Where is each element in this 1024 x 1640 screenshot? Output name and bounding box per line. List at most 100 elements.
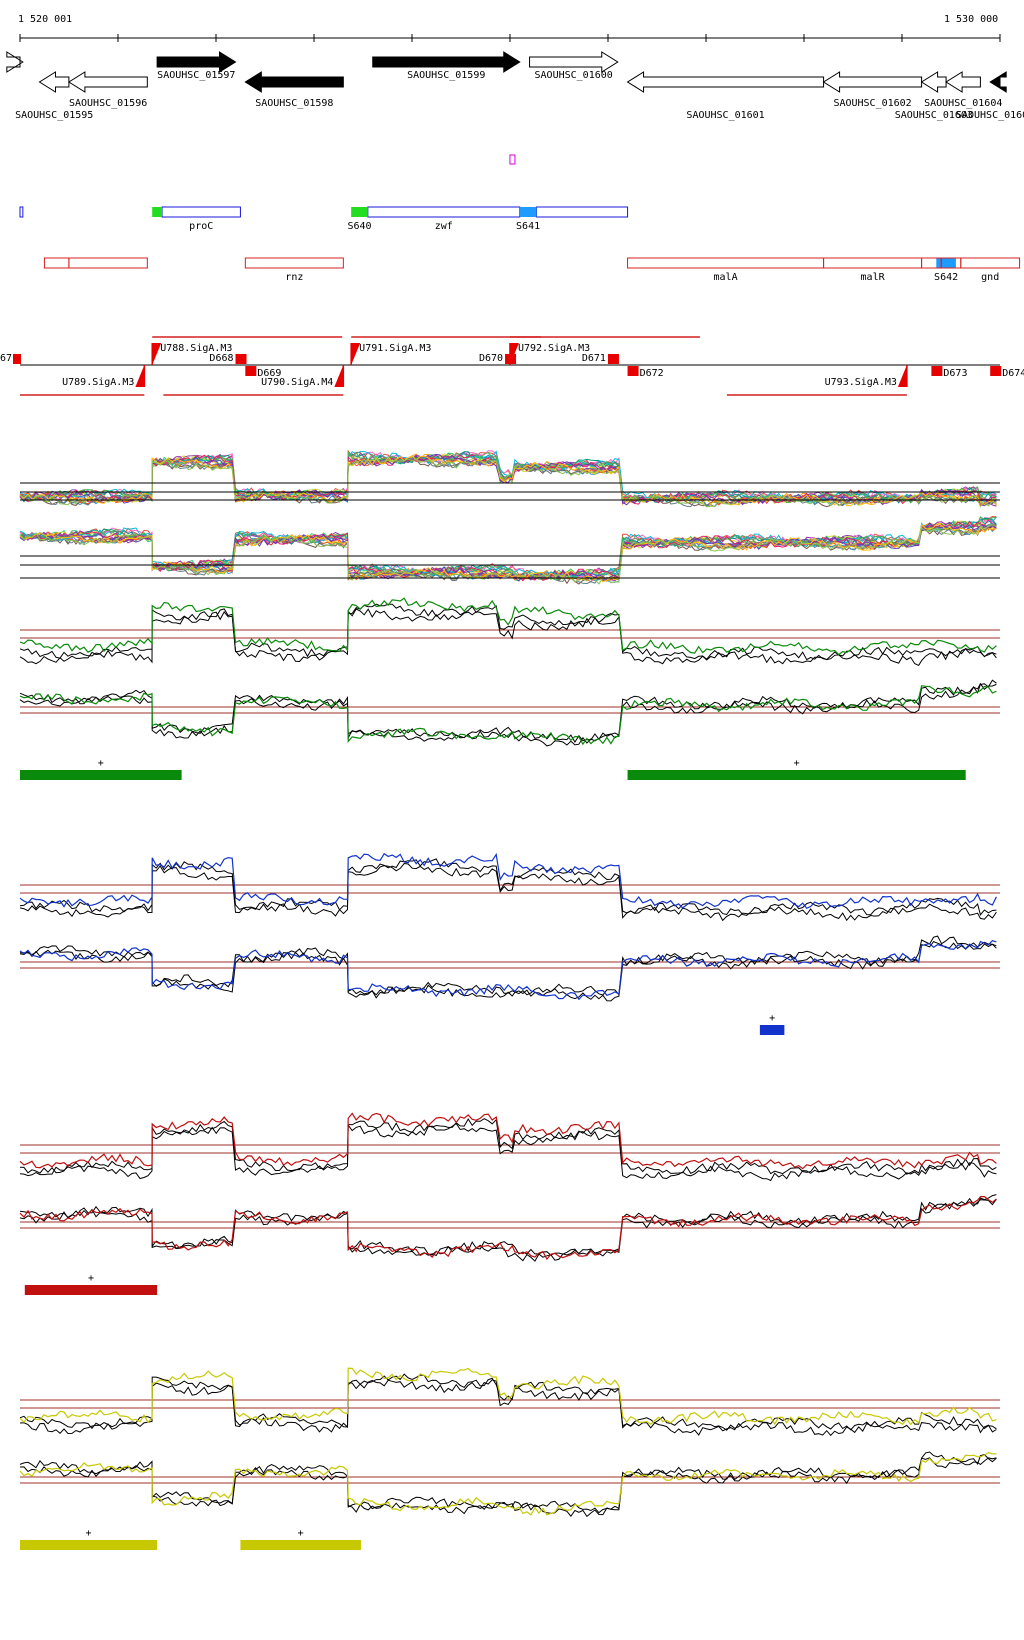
- segment-bar[interactable]: [20, 770, 182, 780]
- tss-flag[interactable]: [135, 365, 145, 387]
- profile-line-reference: [19, 1451, 997, 1514]
- tss-label: D672: [640, 368, 664, 379]
- operon-box[interactable]: [43, 257, 70, 269]
- operon-label: gnd: [981, 272, 999, 283]
- gene-label: SAOUHSC_01599: [407, 70, 485, 81]
- profile-line-condition: [19, 852, 997, 910]
- gene-arrow[interactable]: [529, 51, 619, 73]
- profile-line-reference: [19, 682, 997, 747]
- profile-line-condition: [19, 1367, 997, 1426]
- segment-bar[interactable]: [627, 770, 966, 780]
- gene-label: SAOUHSC_01601: [686, 110, 764, 121]
- gene-arrow[interactable]: [920, 71, 947, 93]
- gene-arrow[interactable]: [244, 71, 344, 93]
- profile-line-forward: [19, 454, 997, 507]
- tss-flag[interactable]: [627, 366, 639, 376]
- tss-label: D668: [209, 353, 233, 364]
- profile-line-reference: [19, 862, 997, 922]
- tss-label: U791.SigA.M3: [359, 343, 431, 354]
- profile-line-condition: [19, 597, 997, 656]
- gene-arrow[interactable]: [626, 71, 825, 93]
- tss-flag[interactable]: [245, 366, 257, 376]
- profile-line-reverse: [19, 524, 997, 585]
- segment-bar[interactable]: [759, 1025, 785, 1035]
- operon-box[interactable]: [244, 257, 344, 269]
- orf-box[interactable]: [535, 206, 629, 218]
- profile-line-condition: [19, 1112, 997, 1170]
- position-ruler: 1 520 001 1 530 000: [18, 14, 1001, 42]
- tss-label: D674: [1002, 368, 1024, 379]
- strand-plus-label: +: [98, 758, 104, 769]
- operon-box[interactable]: [68, 257, 148, 269]
- gene-label: SAOUHSC_01602: [833, 98, 911, 109]
- tss-flag[interactable]: [334, 365, 344, 387]
- strand-plus-label: +: [298, 1528, 304, 1539]
- gene-arrow[interactable]: [822, 71, 923, 93]
- operon-box[interactable]: [960, 257, 1021, 269]
- condition-panel-yellow: + +: [19, 1367, 1000, 1550]
- orf-marker: [519, 207, 537, 217]
- condition-panel-red: +: [19, 1112, 1000, 1295]
- strand-plus-label: +: [86, 1528, 92, 1539]
- profile-line-reference: [19, 1198, 997, 1262]
- orf-marker: [152, 207, 163, 217]
- magenta-marker: [509, 154, 516, 165]
- segment-bar[interactable]: [20, 1540, 158, 1550]
- gene-label: SAOUHSC_01597: [157, 70, 235, 81]
- orf-box[interactable]: [367, 206, 521, 218]
- gene-arrow[interactable]: [38, 71, 70, 93]
- profile-line-reference: [19, 1379, 997, 1437]
- operon-box[interactable]: [823, 257, 923, 269]
- tss-label: 67: [0, 353, 12, 364]
- tss-flag[interactable]: [152, 343, 162, 365]
- gene-arrow[interactable]: [67, 71, 148, 93]
- gene-arrow[interactable]: [989, 71, 1007, 93]
- tss-flag[interactable]: [931, 366, 943, 376]
- condition-panels: + ++++ +: [19, 597, 1000, 1550]
- profile-line-reverse: [19, 524, 997, 585]
- profile-line-reference: [20, 935, 997, 996]
- operon-track: rnz malA malR gnd: [43, 257, 1021, 283]
- orf-box[interactable]: [161, 206, 241, 218]
- profile-line-reference: [19, 1457, 997, 1518]
- operon-label: malR: [861, 272, 886, 283]
- profile-line-reverse: [19, 524, 997, 585]
- gene-arrow[interactable]: [945, 71, 981, 93]
- operon-label: rnz: [285, 272, 303, 283]
- gene-arrow[interactable]: [372, 51, 521, 73]
- operon-box[interactable]: [627, 257, 825, 269]
- strand-plus-label: +: [794, 758, 800, 769]
- gene-arrow[interactable]: [156, 51, 237, 73]
- segment-bar[interactable]: [240, 1540, 361, 1550]
- profile-line-condition: [19, 1451, 997, 1516]
- tss-flag[interactable]: [509, 343, 519, 365]
- tss-label: U792.SigA.M3: [518, 343, 590, 354]
- ruler-end-label: 1 530 000: [944, 14, 998, 25]
- profile-line-reverse: [19, 520, 997, 582]
- operon-label: malA: [714, 272, 738, 283]
- orf-box[interactable]: [19, 206, 24, 218]
- condition-panel-blue: +: [19, 852, 1000, 1035]
- gene-label: SAOUHSC_01598: [255, 98, 333, 109]
- tss-label: U793.SigA.M3: [825, 377, 897, 388]
- tss-flag[interactable]: [13, 354, 21, 364]
- tss-flag[interactable]: [235, 354, 247, 364]
- profile-line-reverse: [19, 522, 997, 583]
- profile-line-reverse: [19, 522, 997, 582]
- tss-flag[interactable]: [990, 366, 1002, 376]
- tss-flag[interactable]: [351, 343, 361, 365]
- tss-flag[interactable]: [607, 354, 619, 364]
- orf-label: zwf: [435, 221, 453, 232]
- profile-line-condition: [19, 685, 997, 746]
- tss-label: D669: [257, 368, 281, 379]
- profile-line-reference: [19, 1373, 997, 1431]
- gene-arrow[interactable]: [6, 51, 24, 73]
- tss-flag[interactable]: [897, 365, 907, 387]
- gene-label: SAOUHSC_01604: [924, 98, 1002, 109]
- segment-bar[interactable]: [24, 1285, 158, 1295]
- orf-track: proC zwf S640 S641 S642: [19, 206, 958, 283]
- profile-line-reference: [19, 1118, 997, 1175]
- orf-marker: [351, 207, 368, 217]
- ruler-start-label: 1 520 001: [18, 14, 72, 25]
